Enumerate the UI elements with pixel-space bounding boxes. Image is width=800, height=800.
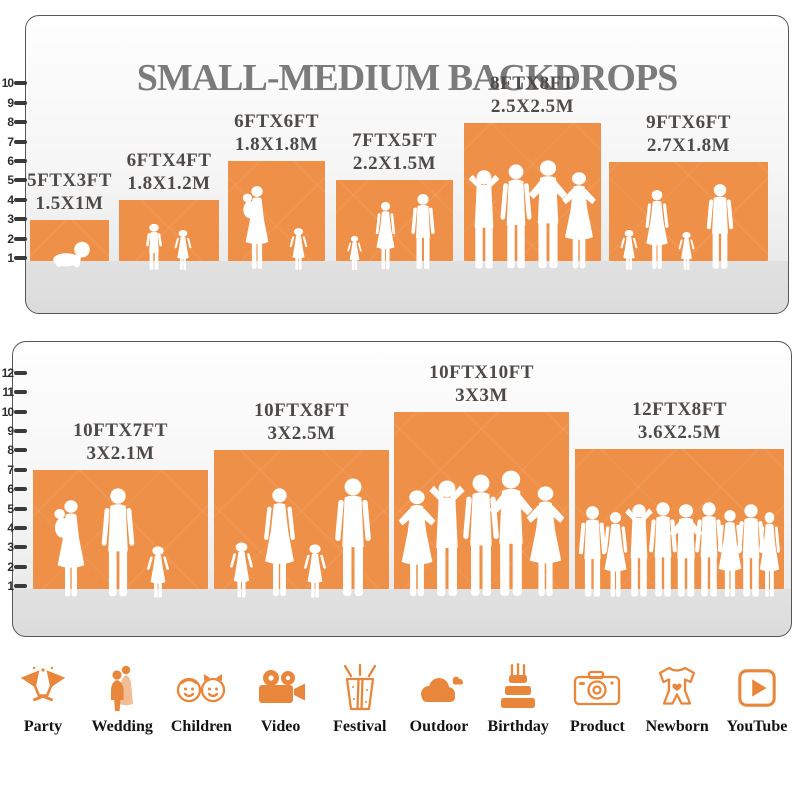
gift-box-icon [338, 660, 382, 716]
ruler-tick: 5 [0, 172, 27, 188]
category-label: Wedding [91, 718, 153, 735]
size-ft: 8FTX8FT [490, 73, 575, 95]
party-glasses-icon [19, 660, 67, 716]
backdrop-6x4ft: 6FTX4FT 1.8X1.2M [119, 150, 219, 270]
family-silhouettes [347, 193, 435, 271]
category-row: Party Wedding [12, 660, 788, 735]
size-ft: 10FTX7FT [73, 420, 168, 442]
panel-large: 10FTX7FT 3X2.1M 10FTX8FT 3X2.5M [12, 341, 792, 637]
photo-camera-icon [572, 660, 622, 716]
category-label: Party [23, 718, 63, 735]
backdrop-size-label: 10FTX8FT 3X2.5M [254, 400, 349, 445]
category-label: Newborn [645, 718, 709, 735]
size-ft: 10FTX8FT [254, 400, 349, 422]
group-silhouettes [468, 160, 596, 269]
backdrop-10x10ft: 10FTX10FT 3X3M [394, 362, 569, 597]
backdrop-size-label: 10FTX7FT 3X2.1M [73, 420, 168, 465]
children-silhouettes [145, 223, 192, 270]
size-ft: 9FTX6FT [646, 112, 731, 134]
category-birthday: Birthday [487, 660, 549, 735]
backdrop-7x5ft: 7FTX5FT 2.2X1.5M [336, 130, 453, 271]
size-m: 1.8X1.8M [234, 133, 319, 155]
size-ft: 7FTX5FT [352, 130, 437, 152]
backdrop-8x8ft: 8FTX8FT 2.5X2.5M [464, 73, 601, 269]
size-ft: 12FTX8FT [632, 399, 727, 421]
size-m: 3.6X2.5M [637, 421, 722, 443]
panel-small-medium: SMALL-MEDIUM BACKDROPS 5FTX3FT 1.5X1M 6F… [25, 15, 789, 314]
category-label: Birthday [487, 718, 549, 735]
video-camera-icon [254, 660, 308, 716]
category-video: Video [250, 660, 312, 735]
play-button-icon [736, 660, 778, 716]
category-label: YouTube [726, 718, 788, 735]
category-label: Product [570, 718, 625, 735]
size-m: 2.2X1.5M [352, 152, 437, 174]
baby-onesie-icon [654, 660, 700, 716]
category-party: Party [12, 660, 74, 735]
backdrop-size-label: 10FTX10FT 3X3M [429, 362, 534, 407]
category-label: Festival [333, 718, 387, 735]
size-m: 1.5X1M [35, 192, 104, 214]
size-ft: 6FTX6FT [234, 111, 319, 133]
size-ft: 5FTX3FT [27, 170, 112, 192]
ruler-tick: 8 [0, 114, 27, 130]
category-label: Children [170, 718, 232, 735]
family-silhouettes [620, 184, 734, 270]
category-label: Outdoor [409, 718, 469, 735]
backdrop-6x6ft: 6FTX6FT 1.8X1.8M [228, 111, 325, 270]
birthday-cake-icon [496, 660, 540, 716]
size-m: 3X3M [455, 384, 508, 406]
backdrop-10x8ft: 10FTX8FT 3X2.5M [214, 400, 389, 598]
ruler-tick: 6 [0, 153, 27, 169]
backdrop-10x7ft: 10FTX7FT 3X2.1M [33, 420, 208, 598]
crawling-baby-silhouette [52, 241, 90, 268]
ruler-tick: 1 [0, 250, 27, 266]
backdrop-size-label: 8FTX8FT 2.5X2.5M [490, 73, 575, 118]
category-outdoor: Outdoor [408, 660, 470, 735]
backdrop-9x6ft: 9FTX6FT 2.7X1.8M [609, 112, 768, 270]
category-wedding: Wedding [91, 660, 153, 735]
size-m: 1.8X1.2M [127, 172, 211, 194]
cloud-icon [414, 660, 464, 716]
page-title: SMALL-MEDIUM BACKDROPS [136, 57, 679, 100]
ruler-tick: 9 [0, 95, 27, 111]
size-ft: 6FTX4FT [126, 150, 212, 172]
backdrop-5x3ft: 5FTX3FT 1.5X1M [27, 170, 111, 268]
backdrop-size-label: 9FTX6FT 2.7X1.8M [646, 112, 731, 157]
backdrop-size-label: 5FTX3FT 1.5X1M [27, 170, 112, 215]
size-m: 2.5X2.5M [490, 95, 575, 117]
category-newborn: Newborn [646, 660, 709, 735]
backdrop-size-label: 7FTX5FT 2.2X1.5M [352, 130, 437, 175]
ruler-tick: 10 [0, 75, 27, 91]
group-silhouettes [398, 470, 565, 597]
backdrop-size-label: 6FTX4FT 1.8X1.2M [127, 150, 212, 195]
mother-and-child-silhouettes [242, 186, 308, 270]
ruler-tick: 4 [0, 192, 27, 208]
crowd-silhouettes [578, 502, 781, 597]
backdrop-12x8ft: 12FTX8FT 3.6X2.5M [575, 399, 784, 597]
backdrop-size-label: 12FTX8FT 3.6X2.5M [632, 399, 727, 444]
size-m: 2.7X1.8M [646, 134, 731, 156]
category-youtube: YouTube [726, 660, 788, 735]
size-m: 3X2.5M [267, 422, 336, 444]
family-silhouettes [229, 478, 372, 598]
size-m: 3X2.1M [86, 442, 155, 464]
family-silhouettes [54, 488, 170, 598]
children-faces-icon [173, 660, 229, 716]
category-festival: Festival [329, 660, 391, 735]
wedding-couple-icon [104, 660, 140, 716]
category-children: Children [170, 660, 232, 735]
category-label: Video [260, 718, 301, 735]
backdrop-size-label: 6FTX6FT 1.8X1.8M [234, 111, 319, 156]
category-product: Product [566, 660, 628, 735]
ruler-tick: 7 [0, 134, 27, 150]
ruler-tick: 2 [0, 231, 27, 247]
ruler-tick: 3 [0, 211, 27, 227]
size-ft: 10FTX10FT [429, 362, 534, 384]
